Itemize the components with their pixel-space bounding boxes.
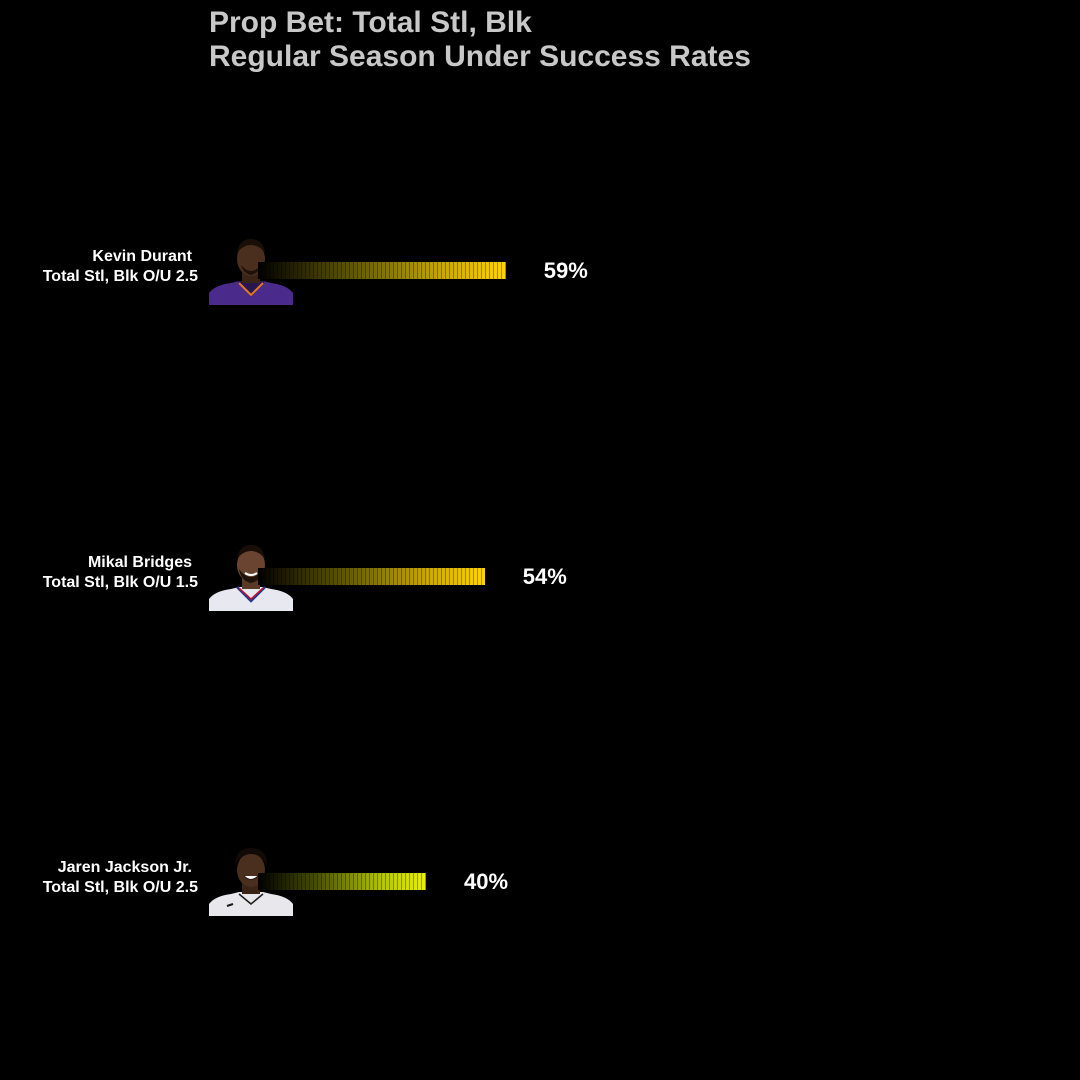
player-name: Jaren Jackson Jr. bbox=[57, 859, 192, 876]
bar bbox=[258, 873, 426, 890]
player-name: Kevin Durant bbox=[92, 248, 192, 265]
bar bbox=[258, 568, 485, 585]
data-label: 54% bbox=[522, 564, 567, 589]
row-label: Mikal Bridges Total Stl, Blk O/U 1.5 bbox=[43, 553, 198, 593]
player-headshot bbox=[209, 541, 293, 611]
prop-line: Total Stl, Blk O/U 2.5 bbox=[42, 879, 198, 896]
player-name: Mikal Bridges bbox=[87, 554, 192, 571]
row-label: Kevin Durant Total Stl, Blk O/U 2.5 bbox=[43, 247, 198, 287]
chart-title-block: Prop Bet: Total Stl, Blk Regular Season … bbox=[209, 6, 751, 74]
bar-row: Jaren Jackson Jr. Total Stl, Blk O/U 2.5… bbox=[0, 846, 1080, 926]
chart-title: Prop Bet: Total Stl, Blk bbox=[209, 6, 532, 39]
data-label: 40% bbox=[464, 869, 509, 894]
player-headshot bbox=[209, 235, 293, 305]
bar bbox=[258, 262, 506, 279]
bar-row: Mikal Bridges Total Stl, Blk O/U 1.5 54% bbox=[0, 541, 1080, 621]
row-label: Jaren Jackson Jr. Total Stl, Blk O/U 2.5 bbox=[43, 858, 198, 898]
bar-row: Kevin Durant Total Stl, Blk O/U 2.5 59% bbox=[0, 235, 1080, 315]
data-label: 59% bbox=[543, 258, 588, 283]
chart-subtitle: Regular Season Under Success Rates bbox=[209, 40, 751, 73]
prop-line: Total Stl, Blk O/U 1.5 bbox=[42, 574, 198, 591]
prop-line: Total Stl, Blk O/U 2.5 bbox=[42, 268, 198, 285]
